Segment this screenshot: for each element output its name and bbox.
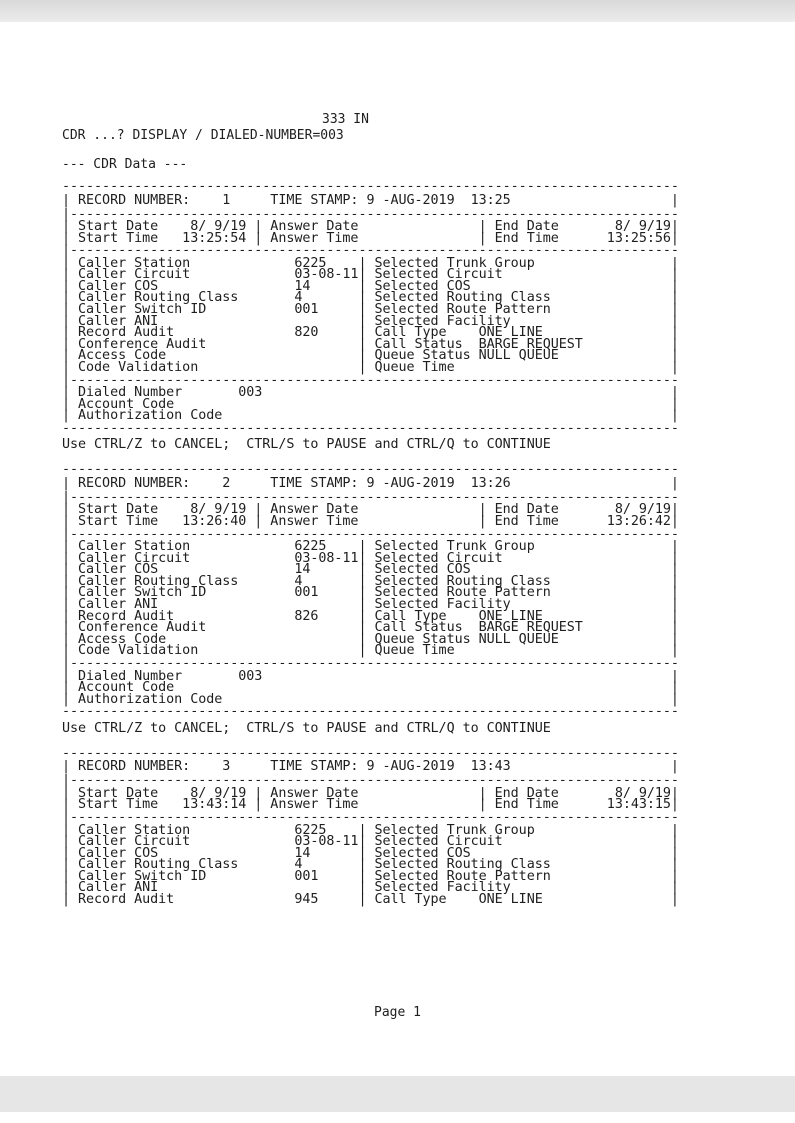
record-header: | RECORD NUMBER: 2 TIME STAMP: 9 -AUG-20… bbox=[62, 475, 679, 491]
field-row: | Caller Routing Class 4 | Selected Rout… bbox=[62, 290, 679, 306]
field-row: | Caller Switch ID 001 | Selected Route … bbox=[62, 302, 679, 318]
field-row: | Code Validation | Queue Time | bbox=[62, 360, 679, 376]
field-row: | Conference Audit | Call Status BARGE R… bbox=[62, 336, 679, 352]
field-row: | Caller COS 14 | Selected COS | bbox=[62, 278, 679, 294]
section-title: --- CDR Data --- bbox=[62, 157, 188, 172]
start-date-row: | Start Date 8/ 9/19 | Answer Date | End… bbox=[62, 219, 679, 234]
field-row: | Caller Circuit 03-08-11| Selected Circ… bbox=[62, 834, 679, 850]
page-number: Page 1 bbox=[374, 1005, 421, 1020]
field-row: | Record Audit 945 | Call Type ONE LINE … bbox=[62, 892, 679, 908]
field-row: | Caller ANI | Selected Facility | bbox=[62, 597, 679, 613]
dial-row: | Account Code | bbox=[62, 680, 679, 696]
divider: |---------------------------------------… bbox=[62, 773, 679, 789]
divider: |---------------------------------------… bbox=[62, 372, 679, 388]
field-row: | Caller Switch ID 001 | Selected Route … bbox=[62, 585, 679, 601]
field-row: | Access Code | Queue Status NULL QUEUE … bbox=[62, 348, 679, 364]
scan-edge-bottom bbox=[0, 1076, 795, 1112]
record-header: | RECORD NUMBER: 3 TIME STAMP: 9 -AUG-20… bbox=[62, 759, 679, 775]
start-date-row: | Start Date 8/ 9/19 | Answer Date | End… bbox=[62, 502, 679, 518]
field-row: | Caller Circuit 03-08-11| Selected Circ… bbox=[62, 267, 679, 283]
divider: ----------------------------------------… bbox=[62, 704, 679, 720]
start-date-row: | Start Date 8/ 9/19 | Answer Date | End… bbox=[62, 785, 679, 801]
dial-row: | Dialed Number 003 | bbox=[62, 385, 679, 401]
field-row: | Caller Station 6225 | Selected Trunk G… bbox=[62, 822, 679, 838]
divider: |---------------------------------------… bbox=[62, 206, 679, 222]
dial-row: | Authorization Code | bbox=[62, 691, 679, 707]
field-row: | Caller ANI | Selected Facility | bbox=[62, 880, 679, 896]
divider: |---------------------------------------… bbox=[62, 489, 679, 505]
divider: |---------------------------------------… bbox=[62, 526, 679, 542]
control-hint: Use CTRL/Z to CANCEL; CTRL/S to PAUSE an… bbox=[62, 720, 551, 736]
page-header: 333 IN bbox=[322, 112, 369, 127]
field-row: | Access Code | Queue Status NULL QUEUE … bbox=[62, 631, 679, 647]
start-time-row: | Start Time 13:25:54 | Answer Time | En… bbox=[62, 230, 679, 246]
dial-row: | Dialed Number 003 | bbox=[62, 668, 679, 684]
divider: |---------------------------------------… bbox=[62, 810, 679, 825]
divider: ----------------------------------------… bbox=[62, 420, 679, 436]
divider: ----------------------------------------… bbox=[62, 179, 679, 194]
divider: |---------------------------------------… bbox=[62, 243, 679, 259]
divider: ----------------------------------------… bbox=[62, 462, 679, 478]
field-row: | Caller Station 6225 | Selected Trunk G… bbox=[62, 539, 679, 555]
scan-edge-top bbox=[0, 0, 795, 22]
field-row: | Caller Switch ID 001 | Selected Route … bbox=[62, 868, 679, 884]
divider: ----------------------------------------… bbox=[62, 745, 679, 761]
control-hint: Use CTRL/Z to CANCEL; CTRL/S to PAUSE an… bbox=[62, 437, 551, 453]
dial-row: | Authorization Code | bbox=[62, 408, 679, 424]
field-row: | Code Validation | Queue Time | bbox=[62, 643, 679, 659]
cdr-records: ----------------------------------------… bbox=[62, 180, 679, 906]
start-time-row: | Start Time 13:26:40 | Answer Time | En… bbox=[62, 514, 679, 529]
field-row: | Record Audit 820 | Call Type ONE LINE … bbox=[62, 325, 679, 341]
field-row: | Conference Audit | Call Status BARGE R… bbox=[62, 620, 679, 636]
record-header: | RECORD NUMBER: 1 TIME STAMP: 9 -AUG-20… bbox=[62, 192, 679, 208]
field-row: | Caller COS 14 | Selected COS | bbox=[62, 845, 679, 861]
field-row: | Caller Circuit 03-08-11| Selected Circ… bbox=[62, 550, 679, 566]
field-row: | Record Audit 826 | Call Type ONE LINE … bbox=[62, 608, 679, 624]
field-row: | Caller Routing Class 4 | Selected Rout… bbox=[62, 857, 679, 873]
field-row: | Caller Routing Class 4 | Selected Rout… bbox=[62, 573, 679, 589]
field-row: | Caller ANI | Selected Facility | bbox=[62, 313, 679, 329]
start-time-row: | Start Time 13:43:14 | Answer Time | En… bbox=[62, 797, 679, 813]
field-row: | Caller Station 6225 | Selected Trunk G… bbox=[62, 255, 679, 271]
command-line: CDR ...? DISPLAY / DIALED-NUMBER=003 bbox=[62, 128, 344, 143]
divider: |---------------------------------------… bbox=[62, 656, 679, 672]
field-row: | Caller COS 14 | Selected COS | bbox=[62, 562, 679, 578]
dial-row: | Account Code | bbox=[62, 396, 679, 412]
